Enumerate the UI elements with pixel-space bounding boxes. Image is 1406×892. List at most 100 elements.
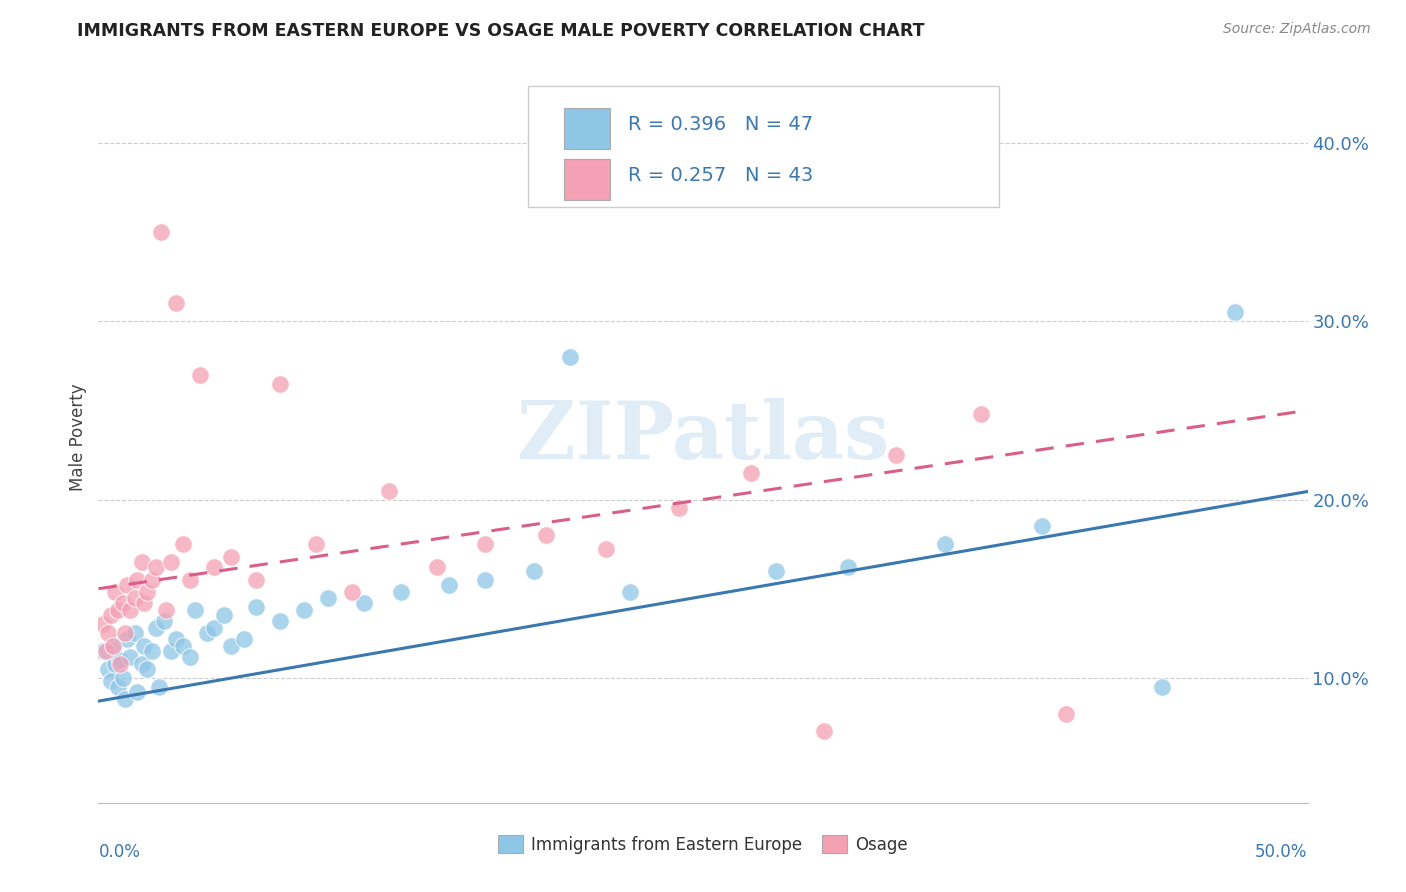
Point	[160, 555, 183, 569]
Point	[437, 578, 460, 592]
Point	[135, 662, 157, 676]
Point	[172, 537, 194, 551]
FancyBboxPatch shape	[564, 108, 610, 149]
Point	[101, 639, 124, 653]
Point	[141, 573, 163, 587]
Point	[134, 596, 156, 610]
Point	[1054, 706, 1077, 721]
Point	[886, 448, 908, 462]
Point	[141, 644, 163, 658]
Point	[155, 603, 177, 617]
Text: ZIPatlas: ZIPatlas	[517, 398, 889, 476]
Text: 0.0%: 0.0%	[98, 843, 141, 861]
Point	[117, 632, 139, 646]
Point	[269, 614, 291, 628]
Point	[765, 564, 787, 578]
Point	[221, 549, 243, 564]
Point	[204, 621, 226, 635]
Point	[934, 537, 956, 551]
Point	[131, 657, 153, 671]
Point	[150, 225, 173, 239]
FancyBboxPatch shape	[527, 86, 1000, 207]
Point	[111, 671, 134, 685]
Point	[389, 585, 412, 599]
Point	[97, 626, 120, 640]
Point	[342, 585, 364, 599]
Point	[118, 649, 141, 664]
Text: 50.0%: 50.0%	[1256, 843, 1308, 861]
Text: IMMIGRANTS FROM EASTERN EUROPE VS OSAGE MALE POVERTY CORRELATION CHART: IMMIGRANTS FROM EASTERN EUROPE VS OSAGE …	[77, 22, 925, 40]
Point	[184, 603, 207, 617]
Point	[108, 653, 131, 667]
Point	[108, 657, 131, 671]
Point	[127, 685, 149, 699]
Legend: Immigrants from Eastern Europe, Osage: Immigrants from Eastern Europe, Osage	[491, 829, 915, 860]
Point	[188, 368, 211, 382]
Point	[474, 537, 496, 551]
Y-axis label: Male Poverty: Male Poverty	[69, 384, 87, 491]
Point	[145, 621, 167, 635]
Point	[595, 542, 617, 557]
Point	[426, 560, 449, 574]
Point	[131, 555, 153, 569]
Point	[124, 591, 146, 605]
Point	[292, 603, 315, 617]
Point	[127, 573, 149, 587]
Point	[124, 626, 146, 640]
Point	[97, 662, 120, 676]
Point	[114, 626, 136, 640]
Text: Source: ZipAtlas.com: Source: ZipAtlas.com	[1223, 22, 1371, 37]
Point	[134, 639, 156, 653]
Text: R = 0.257   N = 43: R = 0.257 N = 43	[628, 167, 813, 186]
Point	[100, 608, 122, 623]
Point	[474, 573, 496, 587]
Point	[523, 564, 546, 578]
Point	[668, 501, 690, 516]
Point	[172, 639, 194, 653]
Point	[353, 596, 375, 610]
Point	[212, 608, 235, 623]
Point	[534, 528, 557, 542]
Text: R = 0.396   N = 47: R = 0.396 N = 47	[628, 115, 813, 135]
FancyBboxPatch shape	[564, 160, 610, 200]
Point	[195, 626, 218, 640]
Point	[117, 578, 139, 592]
Point	[245, 599, 267, 614]
Point	[837, 560, 859, 574]
Point	[135, 585, 157, 599]
Point	[1223, 305, 1246, 319]
Point	[740, 466, 762, 480]
Point	[107, 603, 129, 617]
Point	[114, 692, 136, 706]
Point	[101, 639, 124, 653]
Point	[104, 657, 127, 671]
Point	[305, 537, 328, 551]
Point	[269, 376, 291, 391]
Point	[316, 591, 339, 605]
Point	[970, 407, 993, 421]
Point	[145, 560, 167, 574]
Point	[148, 680, 170, 694]
Point	[111, 596, 134, 610]
Point	[100, 674, 122, 689]
Point	[104, 585, 127, 599]
Point	[377, 483, 399, 498]
Point	[160, 644, 183, 658]
Point	[91, 617, 114, 632]
Point	[1152, 680, 1174, 694]
Point	[94, 644, 117, 658]
Point	[558, 350, 581, 364]
Point	[107, 680, 129, 694]
Point	[1031, 519, 1053, 533]
Point	[179, 649, 201, 664]
Point	[152, 614, 174, 628]
Point	[118, 603, 141, 617]
Point	[165, 296, 187, 310]
Point	[204, 560, 226, 574]
Point	[232, 632, 254, 646]
Point	[179, 573, 201, 587]
Point	[165, 632, 187, 646]
Point	[813, 724, 835, 739]
Point	[619, 585, 641, 599]
Point	[91, 644, 114, 658]
